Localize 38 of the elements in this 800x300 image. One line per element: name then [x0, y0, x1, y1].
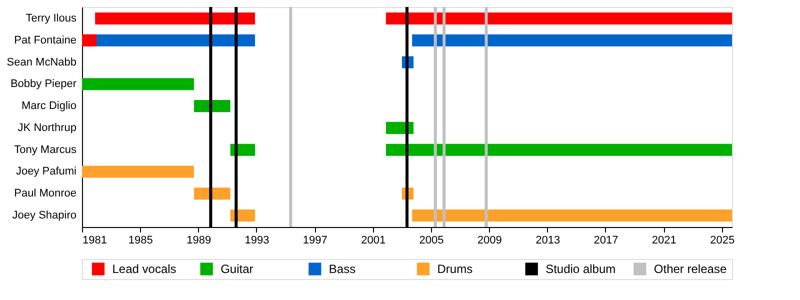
y-tick-label: Paul Monroe: [14, 188, 76, 200]
y-tick-label: Sean McNabb: [6, 56, 76, 68]
y-tick-label: Terry Ilous: [26, 12, 77, 24]
x-tick-label: 1993: [244, 234, 270, 246]
x-tick-label: 1989: [186, 234, 212, 246]
legend-label: Lead vocals: [112, 262, 176, 276]
legend-label: Other release: [654, 262, 727, 276]
bar: [386, 12, 732, 25]
y-tick-label: Joey Pafumi: [16, 166, 76, 178]
x-tick-label: 1981: [82, 234, 107, 246]
bar: [95, 12, 256, 25]
x-tick-label: 2017: [594, 234, 618, 246]
x-tick-label: 2021: [652, 234, 676, 246]
bar: [82, 34, 97, 46]
x-tick-label: 2001: [361, 234, 386, 246]
y-tick-label: JK Northrup: [18, 122, 76, 134]
bar: [194, 188, 230, 200]
bar: [82, 78, 194, 90]
bar: [412, 209, 732, 222]
x-tick-label: 2025: [710, 234, 735, 246]
legend-label: Bass: [328, 262, 356, 276]
x-tick-label: 1997: [302, 234, 328, 246]
bar: [386, 144, 732, 156]
x-tick-label: 1985: [128, 234, 153, 246]
y-tick-label: Pat Fontaine: [14, 34, 76, 46]
y-tick-label: Joey Shapiro: [12, 210, 76, 222]
bar: [412, 34, 732, 46]
legend-label: Guitar: [220, 262, 254, 276]
x-tick-label: 2013: [536, 234, 560, 246]
y-tick-label: Tony Marcus: [14, 144, 77, 156]
x-tick-label: 2009: [477, 234, 502, 246]
bar: [194, 100, 230, 112]
legend-label: Drums: [437, 262, 473, 276]
y-tick-label: Marc Diglio: [21, 100, 76, 112]
x-tick-label: 2005: [419, 234, 444, 246]
legend-label: Studio album: [546, 262, 616, 276]
y-tick-label: Bobby Pieper: [10, 78, 77, 90]
bar: [82, 166, 194, 178]
